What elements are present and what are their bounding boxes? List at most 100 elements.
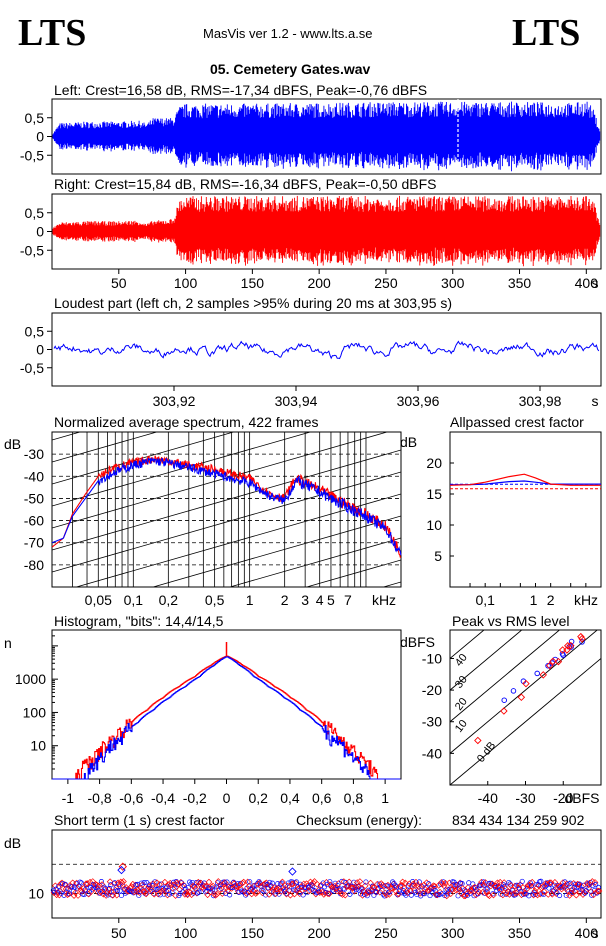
short-term-crest-point-left bbox=[191, 890, 197, 896]
spectrum-diagonal bbox=[305, 559, 401, 587]
short-term-crest-point-right bbox=[540, 888, 548, 895]
peak-rms-diagonal-label: 40 bbox=[453, 652, 470, 669]
short-term-crest-point-left bbox=[484, 886, 491, 892]
short-term-crest-point-left bbox=[319, 887, 325, 893]
peak-rms-title: Peak vs RMS level bbox=[452, 613, 570, 629]
spectrum-diagonal bbox=[74, 493, 401, 587]
short-term-crest-point-left bbox=[183, 886, 189, 892]
short-term-crest-point-right bbox=[551, 879, 559, 886]
short-term-crest-point-left bbox=[62, 881, 68, 887]
histogram-ytick-label: 10 bbox=[30, 738, 46, 754]
short-term-crest-point-right bbox=[70, 892, 78, 899]
short-term-crest-xtick-label: 100 bbox=[174, 925, 198, 941]
short-term-crest-point-left bbox=[554, 890, 560, 896]
crest-factor-xtick-label: 0,1 bbox=[475, 592, 495, 608]
short-term-crest-ytick-label: 10 bbox=[28, 886, 44, 902]
app-title: MasVis ver 1.2 - www.lts.a.se bbox=[203, 26, 373, 41]
peak-rms-xtick-label: -30 bbox=[515, 790, 535, 806]
peak-rms-diagonal bbox=[450, 657, 601, 785]
short-term-crest-point-left bbox=[432, 888, 438, 894]
histogram-xtick-label: 0,6 bbox=[312, 790, 332, 806]
short-term-crest-xtick-label: 300 bbox=[441, 925, 465, 941]
short-term-crest-point-right bbox=[588, 878, 596, 885]
peak-rms-diagonal-label: 30 bbox=[453, 674, 470, 691]
loudest-xtick-label: 303,92 bbox=[153, 393, 196, 409]
short-term-crest-point-left bbox=[392, 882, 398, 888]
peak-rms-ytick-label: -20 bbox=[422, 682, 442, 698]
spectrum-xtick-label: 0,05 bbox=[85, 592, 112, 608]
peak-rms-point-right bbox=[539, 671, 547, 679]
short-term-crest-point-right bbox=[383, 891, 390, 899]
short-term-crest-point-right bbox=[74, 892, 82, 899]
short-term-crest-xunit: s bbox=[592, 925, 599, 941]
short-term-crest-point-left bbox=[177, 890, 183, 896]
right-wave-signal bbox=[52, 195, 601, 267]
checksum-value: 834 434 134 259 902 bbox=[452, 812, 585, 828]
short-term-crest-point-left bbox=[557, 893, 563, 899]
spectrum-diagonal bbox=[52, 252, 401, 352]
left-wave-ytick-label: 0 bbox=[36, 129, 44, 145]
short-term-crest-xtick-label: 150 bbox=[241, 925, 265, 941]
spectrum-xtick-label: 0,2 bbox=[159, 592, 179, 608]
spectrum-xtick-label: 0,1 bbox=[124, 592, 144, 608]
spectrum-xtick-label: 3 bbox=[301, 592, 309, 608]
spectrum-xtick-label: 5 bbox=[327, 592, 335, 608]
peak-rms-xunit: dBFS bbox=[564, 790, 599, 806]
short-term-crest-point-left bbox=[528, 883, 535, 889]
short-term-crest-point-right bbox=[305, 887, 313, 895]
peak-rms-point-right bbox=[517, 693, 526, 701]
loudest-title: Loudest part (left ch, 2 samples >95% du… bbox=[54, 295, 453, 311]
short-term-crest-point-left bbox=[456, 886, 462, 892]
loudest-ytick-label: 0 bbox=[36, 342, 44, 358]
short-term-crest-point-left bbox=[66, 891, 72, 897]
short-term-crest-point-left bbox=[498, 891, 504, 897]
short-term-crest-point-right bbox=[399, 878, 406, 886]
short-term-crest-point-right bbox=[150, 890, 158, 898]
peak-rms-ylabel: dBFS bbox=[400, 634, 435, 650]
short-term-crest-point-left bbox=[406, 883, 412, 889]
short-term-crest-point-left bbox=[595, 884, 601, 890]
short-term-crest-point-left bbox=[395, 892, 401, 898]
spectrum-ytick-label: -60 bbox=[24, 513, 44, 529]
spectrum-xunit: kHz bbox=[372, 592, 396, 608]
short-term-crest-point-left bbox=[297, 881, 304, 887]
short-term-crest-point-right bbox=[140, 888, 147, 896]
spectrum-ytick-label: -30 bbox=[24, 446, 44, 462]
crest-factor-title: Allpassed crest factor bbox=[450, 414, 584, 430]
short-term-crest-point-right bbox=[534, 891, 541, 899]
short-term-crest-point-left bbox=[267, 879, 273, 885]
short-term-crest-point-right bbox=[458, 890, 465, 897]
spectrum-ytick-label: -50 bbox=[24, 490, 44, 506]
loudest-xunit: s bbox=[592, 393, 599, 409]
histogram-ytick-label: 100 bbox=[23, 704, 47, 720]
right-wave-xtick-label: 200 bbox=[307, 275, 331, 291]
peak-rms-xtick-label: -20 bbox=[553, 790, 573, 806]
short-term-crest-point-left bbox=[239, 888, 245, 894]
short-term-crest-point-right bbox=[217, 881, 225, 889]
spectrum-title: Normalized average spectrum, 422 frames bbox=[54, 414, 319, 430]
loudest-xtick-label: 303,98 bbox=[519, 393, 562, 409]
short-term-crest-point-left bbox=[551, 882, 557, 888]
right-wave-ytick-label: 0 bbox=[36, 224, 44, 240]
short-term-crest-point-left bbox=[439, 891, 445, 897]
spectrum-xtick-label: 4 bbox=[316, 592, 324, 608]
short-term-crest-point-left bbox=[101, 884, 107, 890]
peak-rms-point-right bbox=[545, 661, 554, 670]
peak-rms-point-left bbox=[579, 639, 585, 645]
short-term-crest-point-right bbox=[62, 885, 70, 893]
short-term-crest-point-right bbox=[205, 878, 213, 886]
peak-rms-point-left bbox=[501, 697, 507, 703]
short-term-crest-point-left bbox=[126, 887, 133, 893]
spectrum-xtick-label: 7 bbox=[344, 592, 352, 608]
short-term-crest-point-left bbox=[431, 885, 437, 891]
short-term-crest-point-left bbox=[269, 880, 275, 886]
histogram-xtick-label: 1 bbox=[381, 790, 389, 806]
peak-rms-frame bbox=[449, 629, 602, 786]
short-term-crest-point-right bbox=[240, 878, 248, 886]
short-term-crest-outlier bbox=[118, 862, 127, 871]
right-wave-xtick-label: 150 bbox=[241, 275, 265, 291]
short-term-crest-point-left bbox=[394, 884, 400, 890]
short-term-crest-point-left bbox=[499, 885, 505, 891]
short-term-crest-point-left bbox=[247, 879, 253, 885]
